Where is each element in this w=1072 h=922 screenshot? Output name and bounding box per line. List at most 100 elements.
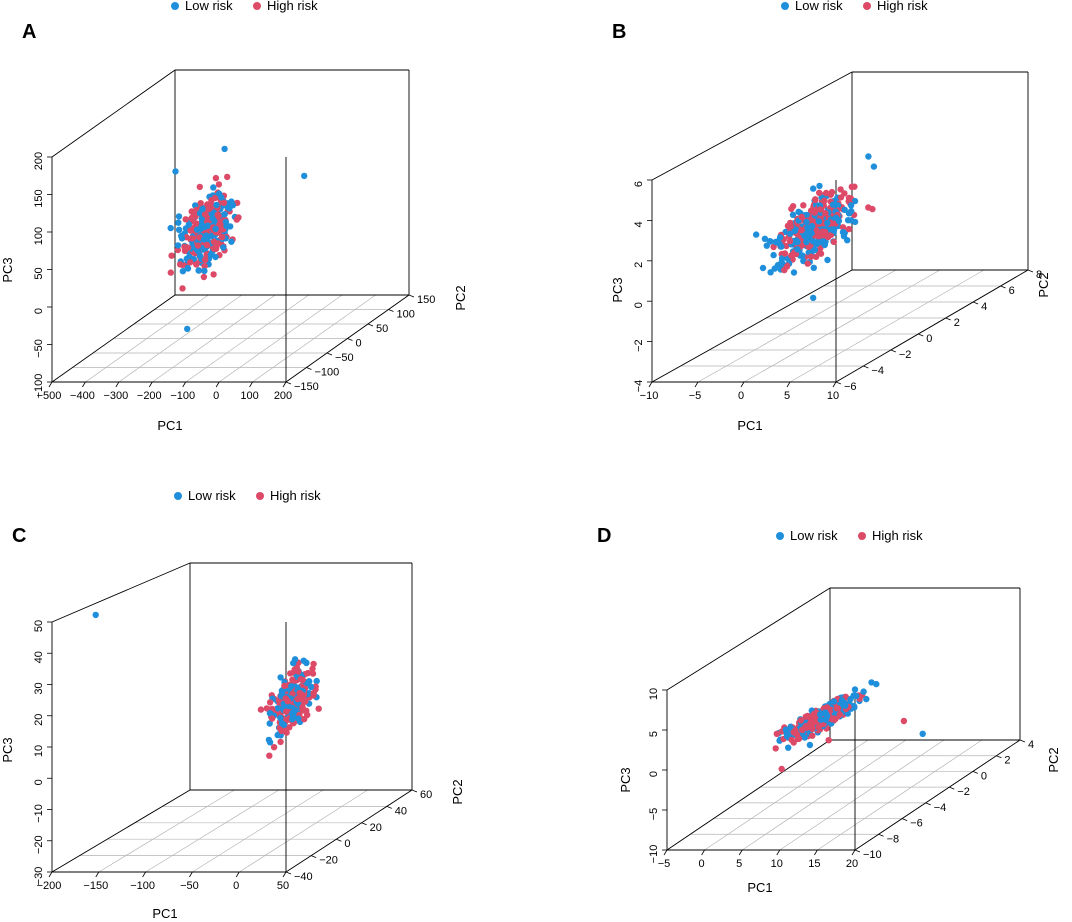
panel-b-point-high-risk <box>816 189 823 196</box>
panel-a-z-axis-label: PC3 <box>0 257 15 282</box>
panel-b-y-tick-mark <box>1000 285 1006 289</box>
panel-c-y-tick-mark <box>285 871 292 875</box>
panel-b-point-low-risk <box>808 222 816 230</box>
panel-a-point-low-risk <box>167 224 174 232</box>
panel-c-point-low-risk <box>300 657 307 664</box>
panel-b-point-high-risk <box>845 225 853 233</box>
panel-b-point-high-risk <box>804 260 811 267</box>
panel-a-point-low-risk <box>221 211 228 218</box>
panel-d-z-tick-label: 10 <box>648 688 660 700</box>
panel-a-point-high-risk <box>212 174 220 182</box>
panel-a-point-low-risk <box>207 251 214 259</box>
panel-b-point-high-risk <box>770 243 777 251</box>
panel-d-x-axis-label: PC1 <box>747 880 772 895</box>
panel-c-point-low-risk <box>277 714 284 722</box>
panel-b-point-high-risk <box>813 231 820 239</box>
panel-d-box-edge <box>666 739 831 851</box>
panel-c-point-high-risk <box>309 670 317 677</box>
panel-b-point-low-risk <box>759 264 767 272</box>
panel-b-z-tick-label: −2 <box>633 339 645 352</box>
panel-b-point-low-risk <box>770 251 777 259</box>
panel-b-point-high-risk <box>821 197 828 204</box>
panel-b-point-low-risk <box>816 182 823 190</box>
panel-b-y-tick-mark <box>890 349 897 353</box>
panel-d-point-low-risk <box>817 711 824 718</box>
panel-d-outlier-low-risk <box>919 730 926 737</box>
panel-d-point-high-risk <box>836 711 843 718</box>
panel-c-point-low-risk <box>291 656 299 663</box>
panel-b-point-high-risk <box>787 223 794 230</box>
panel-d-y-axis-label: PC2 <box>1046 747 1061 772</box>
panel-c-point-high-risk <box>257 706 265 713</box>
panel-a-point-low-risk <box>223 222 230 230</box>
panel-c-point-low-risk <box>289 716 296 723</box>
panel-d-point-high-risk <box>809 732 816 739</box>
panel-d-x-tick-mark <box>776 849 781 856</box>
panel-b-point-high-risk <box>786 238 794 245</box>
panel-d-y-tick-label: 2 <box>1004 755 1010 767</box>
panel-b-point-low-risk <box>766 238 774 245</box>
panel-c-point-high-risk <box>266 752 273 759</box>
panel-d-y-tick-label: −10 <box>863 849 882 861</box>
panel-a-point-low-risk <box>185 221 193 228</box>
panel-a-point-high-risk <box>193 261 200 268</box>
panel-a-x-axis-label: PC1 <box>157 418 182 433</box>
panel-b-point-low-risk <box>810 264 817 271</box>
panel-c-point-low-risk <box>266 710 274 717</box>
panel-a-x-tick-label: 100 <box>240 390 258 402</box>
panel-c-z-tick-label: 20 <box>33 714 45 726</box>
panel-a-point-low-risk <box>218 194 225 201</box>
panel-d-letter: D <box>597 525 611 547</box>
panel-c-letter: C <box>12 525 26 547</box>
panel-b-point-high-risk <box>783 242 790 250</box>
panel-c-y-tick-mark <box>311 855 317 858</box>
panel-d-y-tick-label: −8 <box>887 833 900 845</box>
panel-b-y-tick-mark <box>1027 269 1034 273</box>
panel-a-point-low-risk <box>209 215 216 222</box>
panel-c-point-low-risk <box>266 720 273 727</box>
panel-b-point-low-risk <box>799 252 806 259</box>
panel-b-point-low-risk <box>830 227 838 234</box>
panel-a-legend-low-swatch <box>171 2 179 10</box>
panel-a-box-edge <box>51 294 176 383</box>
panel-d-x-tick-label: 10 <box>771 858 783 870</box>
panel-a-x-tick-mark <box>182 381 187 388</box>
panel-d-point-high-risk <box>827 706 835 714</box>
panel-d-point-high-risk <box>815 724 822 731</box>
panel-b-floor-grid-x <box>743 269 941 383</box>
panel-b-point-high-risk <box>837 186 844 193</box>
panel-b-y-tick-mark <box>972 301 979 305</box>
panel-b-point-high-risk <box>781 250 789 257</box>
panel-d-x-tick-label: 5 <box>736 858 742 870</box>
panel-c-point-high-risk <box>281 682 288 689</box>
panel-d-floor-grid-x <box>817 739 983 851</box>
panel-a-point-high-risk <box>190 208 197 216</box>
panel-c-floor-grid-x <box>98 789 235 873</box>
panel-b-legend-high-swatch <box>863 2 871 10</box>
panel-d-y-tick-mark <box>854 849 861 853</box>
panel-d-point-low-risk <box>863 695 870 703</box>
panel-a-y-axis-label: PC2 <box>453 285 468 310</box>
panel-a-point-high-risk <box>210 271 217 278</box>
panel-c-point-high-risk <box>300 715 308 723</box>
panel-a-y-tick-label: 0 <box>356 338 362 350</box>
panel-c-point-high-risk <box>263 705 270 712</box>
panel-d-outlier-low-risk <box>806 741 814 749</box>
panel-a-point-low-risk <box>203 232 210 239</box>
panel-b-point-high-risk <box>800 202 807 209</box>
panel-b-point-low-risk <box>832 201 839 209</box>
panel-a-point-high-risk <box>212 194 219 202</box>
panel-c-point-high-risk <box>266 699 274 706</box>
panel-a-x-tick-label: −300 <box>103 390 128 402</box>
panel-c-point-low-risk <box>274 705 281 712</box>
panel-a-point-high-risk <box>188 214 195 222</box>
panel-a-point-low-risk <box>174 242 182 249</box>
panel-d-point-high-risk <box>829 715 836 722</box>
panel-d-x-tick-label: 0 <box>699 858 705 870</box>
panel-c-point-high-risk <box>310 660 317 668</box>
panel-b-point-high-risk <box>817 206 824 213</box>
panel-a-z-tick-label: −100 <box>33 374 45 399</box>
panel-d-box-edge <box>666 587 831 691</box>
panel-a-point-high-risk <box>174 246 182 254</box>
panel-c-y-tick-label: 60 <box>420 789 432 801</box>
